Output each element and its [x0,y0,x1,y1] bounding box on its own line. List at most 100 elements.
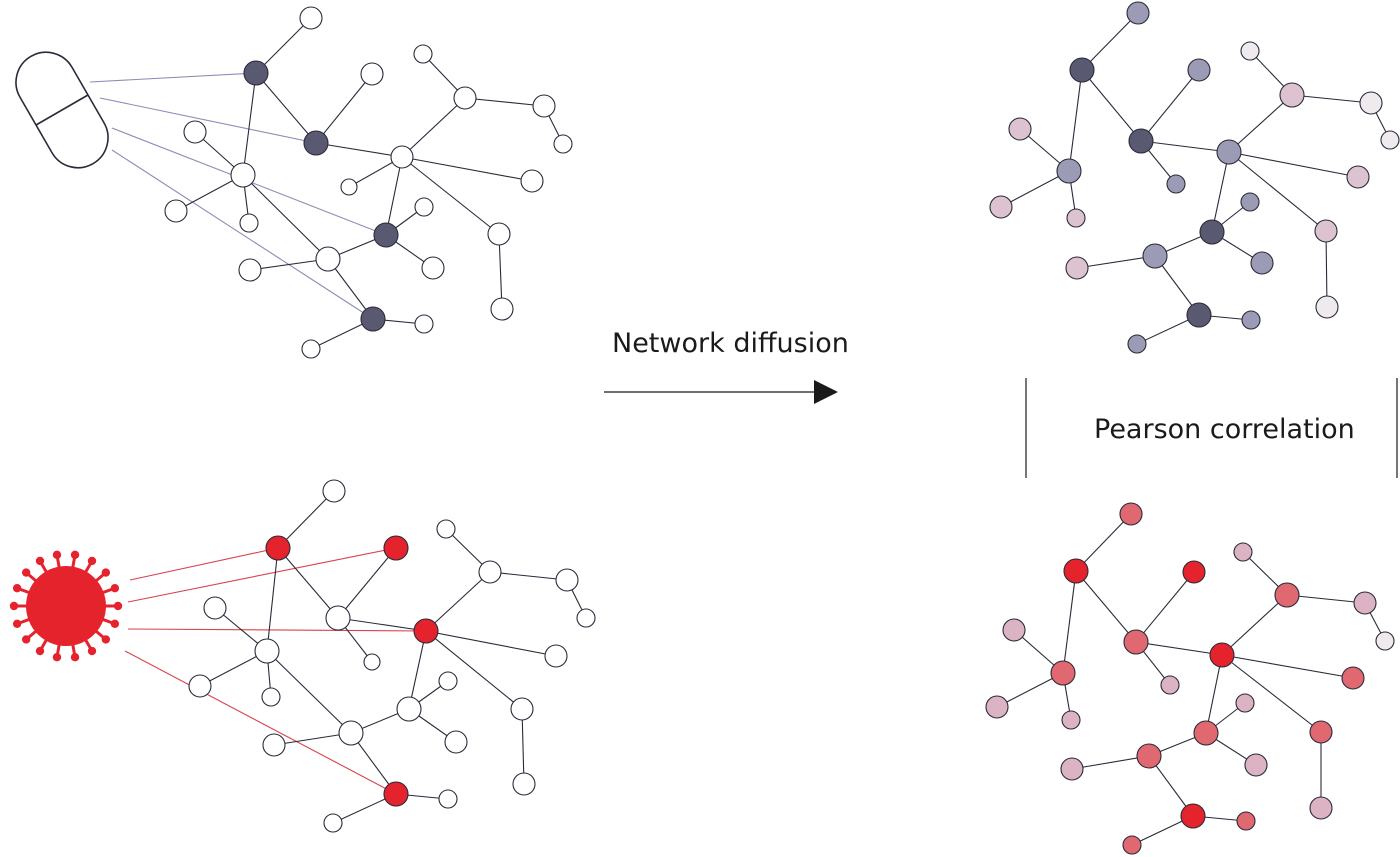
drug-network-node [239,213,259,233]
diffused-drug-network-node [1069,57,1095,83]
diffused-virus-network-node [1233,542,1253,562]
virus-network-node [544,644,568,668]
drug-network-node [532,94,556,118]
virus-network-node [436,519,456,539]
virus-spike-tip [113,601,123,611]
drug-network-node [299,6,323,30]
virus-spike-tip [70,550,80,559]
virus-network-edge [277,547,339,619]
diffused-drug-network-edge [1325,230,1328,308]
drug-network-node [164,199,188,223]
virus-spike-tip [52,550,62,559]
drug-seed-link [99,97,317,144]
diffused-virus-network-edge [1075,513,1132,572]
virus-network-node [478,560,502,584]
drug-network-edge [498,233,503,310]
virus-spike-tip [87,556,97,566]
diffused-virus-network-node [1244,753,1268,777]
drug-network-node [390,145,414,169]
diffused-drug-network-node [1380,130,1400,150]
diffused-virus-network-node [1309,720,1333,744]
diffused-virus-network-node [1060,757,1084,781]
diffused-drug-network-edge [1291,94,1372,104]
drug-network-edge [255,72,317,144]
drug-network-edge [315,73,373,144]
virus-network-node [325,605,351,631]
diffused-drug-network-node [1066,208,1086,228]
diffused-virus-network-node [1063,558,1089,584]
virus-spike-tip [101,568,111,577]
virus-network-edge [425,630,557,657]
diffused-virus-network-edge [1286,594,1366,604]
diffused-virus-network-node [1002,618,1026,642]
drug-network-node [453,86,477,110]
virus-network-node [265,535,291,561]
diffused-drug-network-node [1056,158,1082,184]
virus-network-node [396,696,422,722]
drug-network-node [373,222,399,248]
drug-network-node [413,44,433,64]
virus-spike-tip [21,635,31,644]
diffused-virus-network-node [1160,675,1180,695]
diffused-drug-network-edge [1000,170,1070,208]
diffused-virus-network-edge [1071,755,1150,770]
diffused-drug-network-edge [1076,255,1156,269]
drug-seed-link [89,72,257,83]
diffused-drug-network-node [1314,219,1338,243]
virus-spike-tip [35,646,45,656]
drug-network-node [553,134,573,154]
diffused-drug-network-node [1127,334,1147,354]
virus-network-node [338,720,364,746]
drug-network-edge [464,97,545,107]
diffused-drug-network-node [1128,128,1154,154]
diffused-drug-network-node [1240,192,1260,212]
diffused-drug-network-node [1142,243,1168,269]
virus-network-node [322,479,346,503]
virus-spike-tip [12,584,22,593]
virus-network-edge [337,617,427,632]
drug-network-edge [242,72,257,176]
virus-network-node [261,687,281,707]
diffused-virus-network-node [1209,642,1235,668]
virus-network-node [510,697,534,721]
virus-network-edge [425,630,523,710]
coronavirus-icon [9,550,123,662]
virus-spike-tip [70,653,80,662]
diffused-drug-network-node [1346,165,1370,189]
drug-network-node [303,130,329,156]
virus-network-node [438,789,458,809]
diffused-virus-network-node [1236,811,1256,831]
pearson-correlation-label: Pearson correlation [1094,414,1355,445]
drug-network-node [490,297,514,321]
drug-network-node [520,169,544,193]
diffused-virus-network-node [1061,710,1081,730]
diffused-virus-network-edge [1062,570,1077,674]
diffused-drug-network-edge [1228,94,1293,153]
virus-network-node [413,618,439,644]
diffused-virus-network-node [1341,666,1365,690]
diffused-drug-network-edge [1081,69,1142,142]
diffused-drug-network-edge [1081,12,1139,71]
drug-network-node [414,197,434,217]
diffused-virus-network-node [1050,660,1076,686]
virus-network-node [438,671,458,691]
diffused-drug-network-node [1126,1,1150,25]
diffused-drug-network-edge [1228,151,1327,232]
diffused-virus-network-edge [1221,654,1322,733]
drug-network-edge [315,142,403,158]
virus-body [26,566,106,646]
right-arrow-icon [604,380,838,404]
virus-network-node [363,653,381,671]
drug-seed-link [111,149,374,320]
network-diffusion-label: Network diffusion [612,328,849,359]
virus-network-node [576,608,596,628]
diffused-virus-network-node [1274,582,1300,608]
virus-network-edge [489,571,568,581]
virus-network-edge [273,732,352,746]
diffused-virus-network-node [1235,693,1255,713]
drug-network-node [243,60,269,86]
diffused-drug-network-node [1186,302,1212,328]
virus-network-edge [266,547,279,652]
drug-network-node [421,256,445,280]
